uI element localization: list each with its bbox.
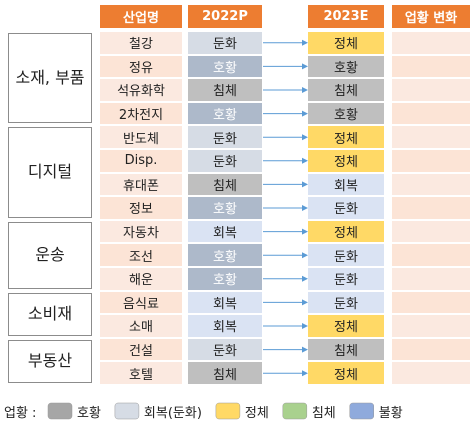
arrow-head: [302, 323, 308, 329]
industry-cell: Disp.: [100, 150, 182, 172]
state-2023-cell: 정체: [308, 150, 384, 172]
state-2023-cell: 둔화: [308, 291, 384, 314]
state-2023-cell: 정체: [308, 126, 384, 148]
state-2022-cell: 호황: [188, 55, 262, 78]
arrow-head: [302, 252, 308, 259]
legend-swatch: [47, 402, 73, 420]
legend-label: 침체: [311, 405, 336, 421]
state-2023-cell: 둔화: [308, 268, 384, 290]
state-2023-cell: 침체: [308, 79, 384, 101]
header-cell: 2023E: [308, 5, 384, 28]
group-label: 부동산: [8, 339, 92, 383]
state-2022-cell: 호황: [188, 102, 262, 125]
state-2023-cell: 정체: [308, 32, 384, 54]
legend-swatch: [114, 402, 140, 420]
industry-cell: 철강: [100, 32, 182, 54]
arrow-head: [302, 346, 308, 353]
arrow-head: [302, 63, 308, 70]
state-2022-cell: 둔화: [188, 126, 262, 148]
change-cell: [392, 338, 470, 361]
state-2023-cell: 둔화: [308, 244, 384, 266]
industry-cell: 석유화학: [100, 79, 182, 101]
industry-cell: 호텔: [100, 362, 182, 384]
change-cell: [392, 244, 470, 266]
change-cell: [392, 126, 470, 148]
state-2023-cell: 정체: [308, 315, 384, 337]
state-2022-cell: 침체: [188, 79, 262, 101]
arrow-head: [302, 228, 308, 235]
change-cell: [392, 102, 470, 125]
change-cell: [392, 173, 470, 196]
industry-cell: 해운: [100, 268, 182, 290]
group-label: 소재, 부품: [8, 33, 92, 124]
state-2022-cell: 침체: [188, 173, 262, 196]
change-cell: [392, 150, 470, 172]
change-cell: [392, 362, 470, 384]
arrow-head: [302, 181, 308, 188]
legend-label: 회복(둔화): [143, 405, 202, 421]
group-label: 소비재: [8, 292, 92, 336]
legend-label: 불황: [378, 405, 403, 421]
state-2022-cell: 회복: [188, 315, 262, 337]
industry-cell: 정유: [100, 55, 182, 78]
change-cell: [392, 32, 470, 54]
change-cell: [392, 268, 470, 290]
arrow-head: [302, 110, 308, 117]
change-cell: [392, 197, 470, 219]
industry-cell: 휴대폰: [100, 173, 182, 196]
change-cell: [392, 55, 470, 78]
legend-swatch: [349, 402, 374, 420]
state-2022-cell: 호황: [188, 197, 262, 219]
state-2023-cell: 정체: [308, 362, 384, 384]
header-cell: 산업명: [100, 5, 182, 28]
state-2023-cell: 둔화: [308, 197, 384, 219]
header-cell: 업황 변화: [392, 5, 470, 28]
state-2022-cell: 둔화: [188, 150, 262, 172]
state-2022-cell: 둔화: [188, 338, 262, 361]
legend-swatch: [282, 402, 308, 420]
change-cell: [392, 291, 470, 314]
industry-cell: 음식료: [100, 291, 182, 314]
arrow-head: [302, 205, 308, 211]
industry-cell: 자동차: [100, 220, 182, 243]
state-2022-cell: 침체: [188, 362, 262, 384]
state-2023-cell: 호황: [308, 55, 384, 78]
legend-label: 정체: [244, 405, 269, 421]
industry-cell: 2차전지: [100, 102, 182, 125]
arrow-head: [302, 275, 308, 282]
legend-label: 호황: [77, 405, 101, 421]
group-label: 운송: [8, 221, 92, 289]
industry-cell: 소매: [100, 315, 182, 337]
state-2022-cell: 회복: [188, 220, 262, 243]
state-2022-cell: 호황: [188, 268, 262, 290]
legend-title: 업황 :: [4, 405, 37, 421]
arrow-head: [302, 370, 308, 377]
industry-cell: 반도체: [100, 126, 182, 148]
state-2023-cell: 회복: [308, 173, 384, 196]
change-cell: [392, 315, 470, 337]
group-label: 디지털: [8, 127, 92, 218]
industry-cell: 정보: [100, 197, 182, 219]
state-2022-cell: 둔화: [188, 32, 262, 54]
arrow-head: [302, 299, 308, 306]
arrow-head: [302, 157, 308, 164]
change-cell: [392, 79, 470, 101]
state-2022-cell: 회복: [188, 291, 262, 314]
state-2023-cell: 호황: [308, 102, 384, 125]
arrow-head: [302, 134, 308, 141]
state-2022-cell: 호황: [188, 244, 262, 266]
industry-cell: 건설: [100, 338, 182, 361]
arrow-head: [302, 39, 308, 46]
state-2023-cell: 침체: [308, 338, 384, 361]
arrow-head: [302, 87, 308, 93]
industry-cell: 조선: [100, 244, 182, 266]
state-2023-cell: 정체: [308, 220, 384, 243]
legend-swatch: [215, 402, 241, 420]
header-cell: 2022P: [188, 5, 262, 28]
change-cell: [392, 220, 470, 243]
